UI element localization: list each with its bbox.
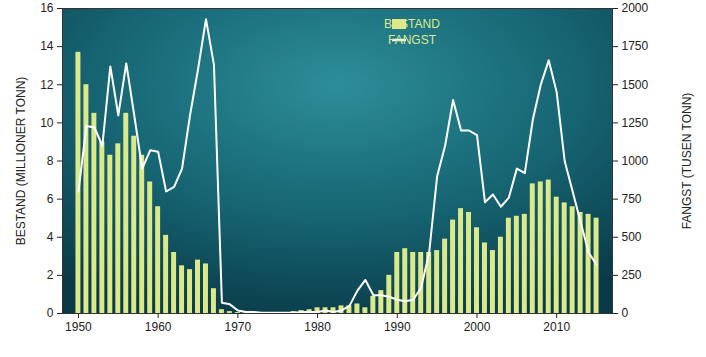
svg-text:1250: 1250 bbox=[622, 116, 649, 130]
svg-text:1960: 1960 bbox=[145, 320, 172, 334]
svg-text:BESTAND: BESTAND bbox=[384, 17, 440, 31]
svg-text:14: 14 bbox=[40, 39, 54, 53]
svg-text:2010: 2010 bbox=[543, 320, 570, 334]
svg-text:FANGST: FANGST bbox=[388, 33, 437, 47]
svg-text:750: 750 bbox=[622, 192, 642, 206]
svg-text:1000: 1000 bbox=[622, 154, 649, 168]
svg-text:1500: 1500 bbox=[622, 78, 649, 92]
svg-text:1980: 1980 bbox=[304, 320, 331, 334]
svg-text:0: 0 bbox=[622, 306, 629, 320]
svg-text:0: 0 bbox=[47, 306, 54, 320]
svg-text:250: 250 bbox=[622, 268, 642, 282]
svg-text:6: 6 bbox=[47, 192, 54, 206]
svg-text:BESTAND (MILLIONER TONN): BESTAND (MILLIONER TONN) bbox=[14, 77, 28, 246]
svg-text:500: 500 bbox=[622, 230, 642, 244]
svg-text:4: 4 bbox=[47, 230, 54, 244]
svg-text:16: 16 bbox=[40, 1, 54, 15]
svg-text:12: 12 bbox=[40, 78, 54, 92]
svg-text:1990: 1990 bbox=[384, 320, 411, 334]
svg-text:1970: 1970 bbox=[225, 320, 252, 334]
svg-text:1950: 1950 bbox=[65, 320, 92, 334]
svg-text:1750: 1750 bbox=[622, 39, 649, 53]
svg-text:8: 8 bbox=[47, 154, 54, 168]
svg-text:FANGST (TUSEN TONN): FANGST (TUSEN TONN) bbox=[680, 93, 694, 230]
svg-text:2000: 2000 bbox=[622, 1, 649, 15]
svg-text:10: 10 bbox=[40, 116, 54, 130]
svg-text:2: 2 bbox=[47, 268, 54, 282]
svg-text:2000: 2000 bbox=[464, 320, 491, 334]
